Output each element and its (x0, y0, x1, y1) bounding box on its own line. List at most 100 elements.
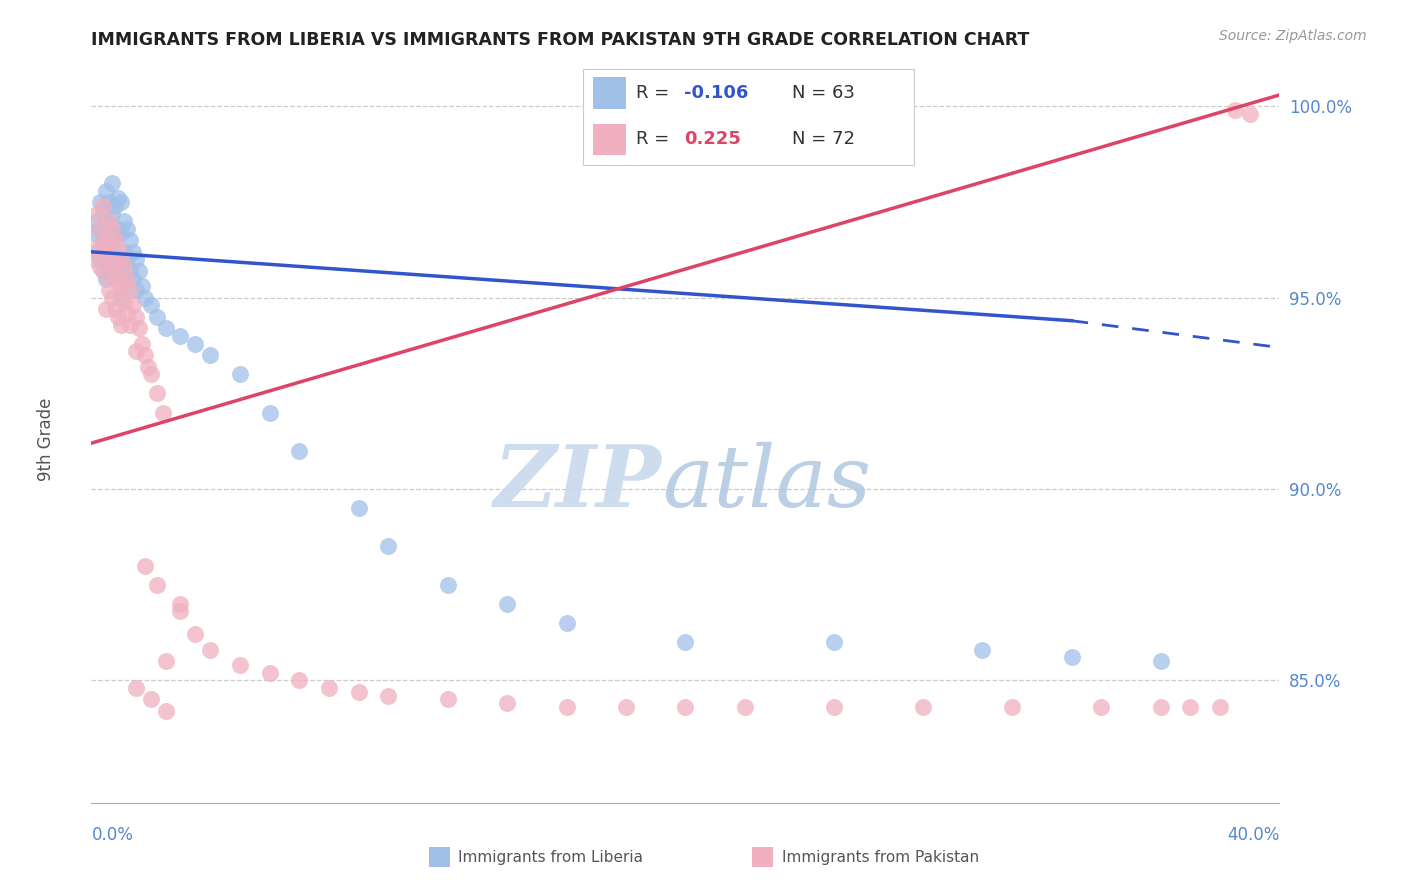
Point (110, 283, 132, 297)
Point (107, 222, 129, 236)
Bar (593, 124, 627, 155)
Point (555, 615, 578, 630)
Point (96, 302, 118, 317)
Point (288, 443, 311, 458)
Point (83, 226, 105, 240)
Point (112, 214, 135, 228)
Point (155, 321, 177, 335)
Point (98, 214, 121, 228)
Point (96, 214, 118, 228)
Point (155, 654, 177, 668)
Point (288, 673, 311, 688)
Point (125, 344, 148, 359)
Point (169, 597, 191, 611)
Point (1090, 700, 1112, 714)
Point (110, 226, 132, 240)
Point (104, 268, 127, 282)
Point (131, 279, 153, 293)
Point (169, 605, 191, 619)
Point (96, 268, 118, 282)
Point (107, 252, 129, 267)
Text: Immigrants from Pakistan: Immigrants from Pakistan (782, 850, 979, 864)
Point (1239, 107, 1261, 121)
Point (112, 244, 135, 259)
Point (98, 249, 121, 263)
Point (972, 642, 994, 657)
Point (98, 260, 121, 274)
Point (259, 405, 281, 419)
Point (91, 199, 114, 213)
Point (377, 540, 399, 554)
Point (134, 348, 156, 362)
Text: ZIP: ZIP (494, 442, 662, 524)
Point (145, 310, 167, 324)
Point (91, 233, 114, 247)
Point (136, 359, 159, 374)
Point (107, 191, 129, 205)
Point (911, 700, 934, 714)
Point (229, 658, 252, 673)
Point (436, 692, 458, 706)
Point (823, 700, 845, 714)
Point (91, 237, 114, 252)
Point (107, 276, 129, 290)
Point (91, 202, 114, 217)
Point (118, 283, 141, 297)
Point (89, 252, 111, 267)
Bar (593, 78, 627, 109)
Point (134, 558, 156, 573)
Point (128, 321, 150, 335)
Point (145, 578, 167, 592)
Point (110, 252, 132, 267)
Point (104, 199, 127, 213)
Point (134, 291, 156, 305)
Text: 0.0%: 0.0% (91, 826, 134, 844)
Point (110, 291, 132, 305)
Point (823, 635, 845, 649)
Text: 9th Grade: 9th Grade (37, 398, 55, 481)
Point (200, 348, 222, 362)
Text: atlas: atlas (662, 442, 870, 524)
Point (152, 405, 174, 419)
Point (86, 214, 108, 228)
Point (734, 700, 756, 714)
Point (229, 368, 252, 382)
Point (125, 283, 148, 297)
Point (118, 233, 141, 247)
Point (259, 665, 281, 680)
Point (101, 206, 124, 220)
Point (110, 318, 132, 332)
Point (128, 264, 150, 278)
Point (112, 260, 135, 274)
Point (125, 681, 148, 695)
Point (496, 597, 519, 611)
Text: IMMIGRANTS FROM LIBERIA VS IMMIGRANTS FROM PAKISTAN 9TH GRADE CORRELATION CHART: IMMIGRANTS FROM LIBERIA VS IMMIGRANTS FR… (91, 31, 1029, 49)
Point (115, 252, 138, 267)
Point (101, 256, 124, 270)
Point (107, 310, 129, 324)
Point (1149, 700, 1171, 714)
Point (101, 237, 124, 252)
Point (101, 176, 124, 190)
Point (673, 635, 696, 649)
Point (89, 222, 111, 236)
Point (1060, 650, 1083, 665)
Point (347, 685, 370, 699)
Point (125, 310, 148, 324)
Text: Immigrants from Liberia: Immigrants from Liberia (458, 850, 644, 864)
Point (104, 229, 127, 244)
Point (101, 222, 124, 236)
Point (107, 241, 129, 255)
Point (122, 271, 145, 285)
Point (86, 206, 108, 220)
Point (101, 268, 124, 282)
Point (89, 222, 111, 236)
Point (98, 195, 121, 210)
Point (122, 298, 145, 312)
Point (98, 283, 121, 297)
Point (112, 294, 135, 309)
Point (96, 271, 118, 285)
Point (104, 233, 127, 247)
Point (115, 271, 138, 285)
Text: R =: R = (637, 130, 675, 148)
